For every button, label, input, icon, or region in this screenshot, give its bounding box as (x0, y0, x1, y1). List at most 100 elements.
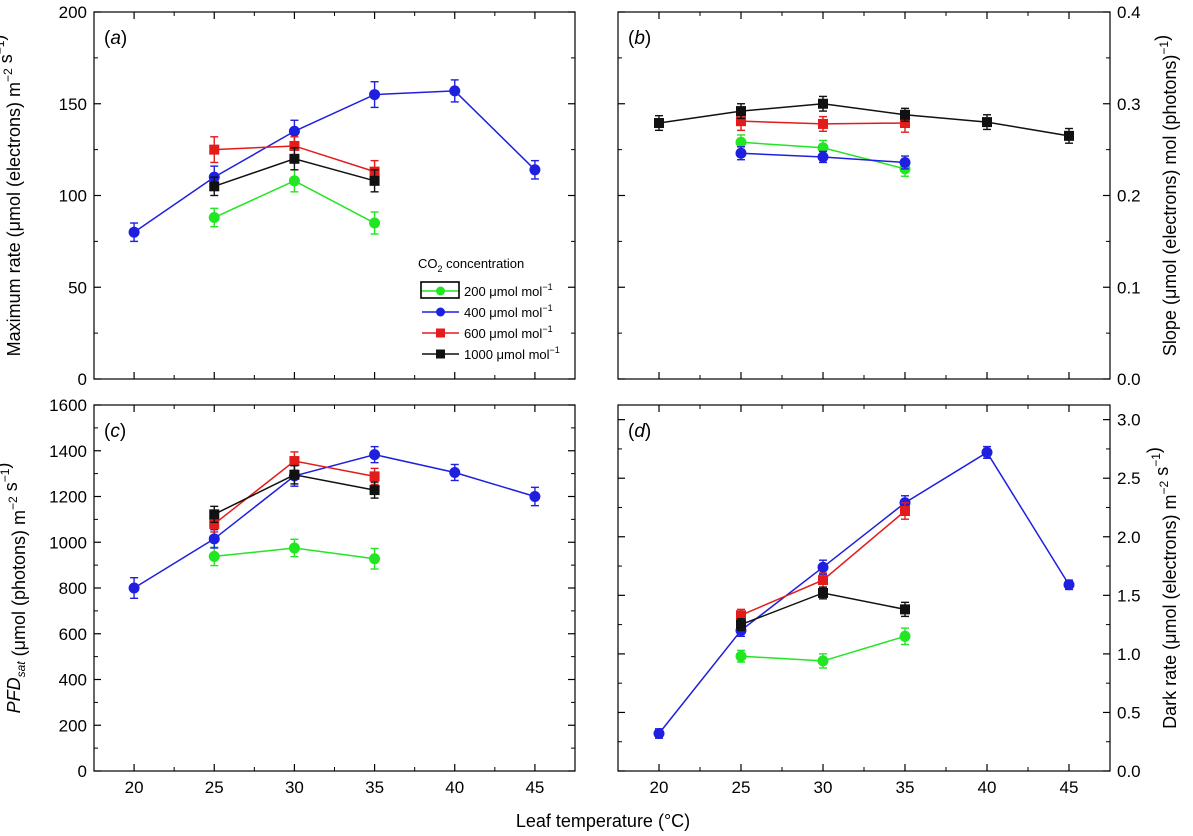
data-point (900, 505, 910, 516)
data-point (653, 728, 665, 740)
y-axis-title: Slope (μmol (electrons) mol (photons)−1) (1152, 35, 1180, 356)
data-point (128, 226, 140, 238)
data-point (817, 655, 829, 667)
x-tick-label: 20 (650, 778, 669, 797)
data-point (289, 456, 300, 467)
y-axis-title: Maximum rate (μmol (electrons) m−2 s−1) (0, 35, 24, 357)
data-point (288, 175, 300, 187)
panel-label: (d) (628, 421, 651, 442)
legend-entry: 600 μmol mol−1 (464, 324, 553, 341)
data-point (654, 118, 664, 129)
data-point (369, 217, 381, 229)
x-tick-label: 45 (1060, 778, 1079, 797)
y-tick-label: 100 (59, 187, 87, 206)
data-point (369, 485, 380, 496)
data-point (735, 147, 747, 159)
data-point (736, 610, 746, 621)
x-tick-label: 35 (896, 778, 915, 797)
data-point (817, 142, 829, 154)
legend-marker (436, 349, 445, 359)
data-point (818, 575, 828, 586)
y-tick-label: 2.0 (1117, 528, 1141, 547)
series-1000 (736, 586, 910, 632)
data-point (288, 125, 300, 137)
x-tick-label: 25 (205, 778, 224, 797)
series-400 (128, 79, 541, 243)
series-1000 (209, 464, 380, 524)
data-point (735, 136, 747, 148)
y-tick-label: 1200 (49, 488, 87, 507)
data-point (736, 116, 746, 127)
data-point (128, 582, 140, 594)
data-point (817, 561, 829, 573)
y-tick-label: 400 (59, 671, 87, 690)
x-tick-label: 35 (365, 778, 384, 797)
series-200 (735, 627, 911, 669)
y-tick-label: 1.0 (1117, 645, 1141, 664)
y-tick-label: 0.4 (1117, 3, 1141, 22)
x-tick-label: 40 (445, 778, 464, 797)
series-line (133, 453, 536, 589)
y-axis-title: Dark rate (μmol (electrons) m−2 s−1) (1144, 447, 1180, 729)
data-point (369, 471, 380, 482)
y-tick-label: 600 (59, 625, 87, 644)
data-point (449, 85, 461, 97)
data-point (900, 109, 910, 120)
data-point (982, 117, 992, 128)
y-tick-label: 0.2 (1117, 187, 1141, 206)
plot-frame (617, 11, 1111, 380)
panel-b: 0.0 0.1 0.2 0.3 0.4 (b) Slope (μmol (electrons… (617, 3, 1180, 389)
y-tick-label: 0.0 (1117, 370, 1141, 389)
data-point (899, 156, 911, 168)
data-point (369, 175, 380, 186)
data-point (209, 518, 220, 529)
data-point (208, 533, 220, 545)
series-1000 (654, 95, 1074, 144)
x-tick-label: 25 (732, 778, 751, 797)
plot-frame (93, 404, 576, 772)
y-tick-label: 2.5 (1117, 469, 1141, 488)
data-point (981, 446, 993, 458)
series-line (658, 451, 1070, 734)
data-point (289, 153, 300, 164)
data-point (818, 118, 828, 129)
y-tick-label: 200 (59, 716, 87, 735)
y-tick-label: 0 (78, 762, 87, 781)
y-tick-label: 1600 (49, 396, 87, 415)
y-tick-label: 3.0 (1117, 411, 1141, 430)
x-tick-label: 30 (285, 778, 304, 797)
y-tick-label: 1.5 (1117, 586, 1141, 605)
legend-entry: 1000 μmol mol−1 (464, 345, 560, 362)
y-tick-label: 1400 (49, 442, 87, 461)
data-point (736, 106, 746, 117)
data-point (736, 619, 746, 630)
data-point (818, 98, 828, 109)
plot-frame (617, 404, 1111, 772)
legend-marker (436, 328, 445, 338)
legend-marker (436, 307, 445, 317)
series-600 (736, 111, 910, 133)
y-tick-label: 50 (68, 278, 87, 297)
data-point (209, 181, 220, 192)
data-point (818, 587, 828, 598)
panel-a: 0 50 100 150 200 (a) Maximum rate (μmol (elect… (0, 3, 576, 389)
y-tick-label: 0.5 (1117, 703, 1141, 722)
plot-frame (93, 11, 576, 380)
data-point (369, 449, 381, 461)
y-tick-label: 1000 (49, 533, 87, 552)
data-point (209, 144, 220, 155)
series-line (133, 90, 536, 233)
data-point (1064, 130, 1074, 141)
panel-c: 20 25 30 35 40 45 0 200 400 600 800 1000 1200 1400 160… (0, 396, 576, 797)
data-point (208, 550, 220, 562)
series-400 (653, 445, 1075, 740)
data-point (900, 604, 910, 615)
y-tick-label: 0.0 (1117, 762, 1141, 781)
y-tick-label: 0.3 (1117, 95, 1141, 114)
data-point (369, 89, 381, 101)
series-200 (208, 538, 381, 570)
series-1000 (209, 147, 380, 197)
legend-entry: 400 μmol mol−1 (464, 303, 553, 320)
panel-label: (a) (104, 28, 127, 49)
